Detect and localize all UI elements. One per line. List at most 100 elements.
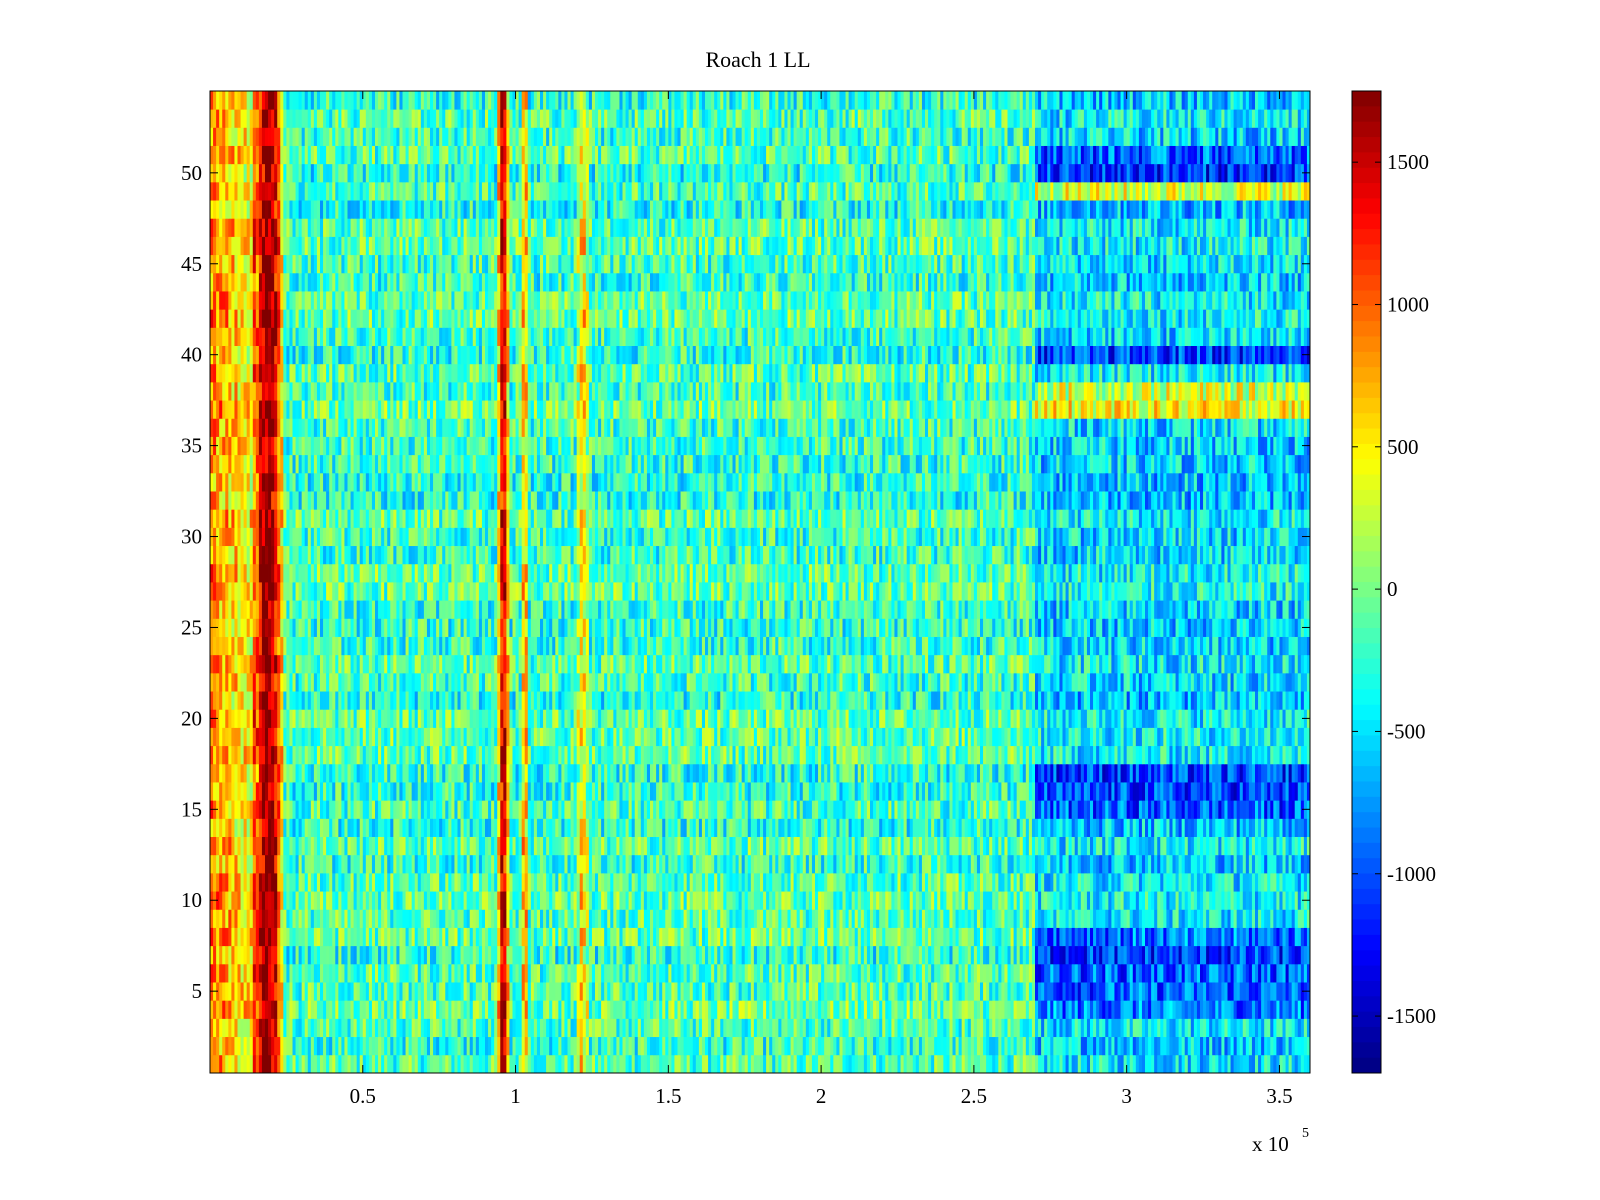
heatmap-cell bbox=[1187, 836, 1192, 856]
heatmap-cell bbox=[793, 945, 798, 965]
heatmap-cell bbox=[436, 1000, 440, 1019]
heatmap-cell bbox=[1190, 945, 1195, 965]
heatmap-cell bbox=[637, 963, 642, 983]
heatmap-cell bbox=[1135, 927, 1140, 947]
heatmap-cell bbox=[561, 927, 565, 947]
heatmap-cell bbox=[607, 982, 611, 1001]
heatmap-cell bbox=[1114, 963, 1118, 983]
heatmap-cell bbox=[405, 1000, 410, 1019]
heatmap-cell bbox=[628, 891, 633, 910]
heatmap-cell bbox=[1135, 963, 1140, 983]
heatmap-cell bbox=[414, 909, 419, 928]
heatmap-cell bbox=[585, 982, 590, 1001]
heatmap-cell bbox=[851, 891, 856, 910]
heatmap-cell bbox=[579, 1036, 584, 1056]
heatmap-cell bbox=[827, 836, 831, 856]
heatmap-cell bbox=[646, 836, 651, 856]
heatmap-cell bbox=[1258, 1054, 1262, 1074]
heatmap-cell bbox=[228, 982, 232, 1001]
heatmap-cell bbox=[781, 1018, 785, 1038]
heatmap-cell bbox=[344, 1054, 348, 1074]
heatmap-cell bbox=[585, 891, 590, 910]
heatmap-cell bbox=[258, 1054, 263, 1074]
heatmap-cell bbox=[460, 963, 465, 983]
heatmap-cell bbox=[543, 963, 547, 983]
heatmap-cell bbox=[210, 963, 214, 983]
heatmap-cell bbox=[607, 836, 611, 856]
heatmap-cell bbox=[1239, 963, 1244, 983]
heatmap-cell bbox=[821, 854, 825, 874]
heatmap-cell bbox=[1230, 982, 1235, 1001]
heatmap-cell bbox=[1001, 982, 1005, 1001]
heatmap-cell bbox=[845, 927, 850, 947]
heatmap-cell bbox=[1245, 982, 1250, 1001]
heatmap-cell bbox=[1230, 891, 1235, 910]
heatmap-cell bbox=[338, 1054, 342, 1074]
heatmap-cell bbox=[665, 945, 669, 965]
heatmap-cell bbox=[320, 909, 324, 928]
heatmap-cell bbox=[625, 927, 630, 947]
heatmap-cell bbox=[540, 982, 544, 1001]
heatmap-cell bbox=[381, 818, 385, 837]
heatmap-cell bbox=[1031, 963, 1036, 983]
heatmap-cell bbox=[359, 927, 364, 947]
heatmap-cell bbox=[943, 1036, 947, 1056]
heatmap-cell bbox=[420, 1036, 425, 1056]
heatmap-cell bbox=[1245, 909, 1250, 928]
heatmap-cell bbox=[674, 872, 678, 892]
heatmap-cell bbox=[1001, 1018, 1005, 1038]
heatmap-cell bbox=[989, 836, 993, 856]
heatmap-cell bbox=[946, 872, 950, 892]
heatmap-cell bbox=[503, 1000, 507, 1019]
heatmap-cell bbox=[1145, 945, 1149, 965]
heatmap-cell bbox=[316, 927, 321, 947]
heatmap-cell bbox=[753, 945, 758, 965]
heatmap-cell bbox=[1056, 945, 1060, 965]
heatmap-cell bbox=[1160, 836, 1164, 856]
heatmap-cell bbox=[326, 1000, 330, 1019]
heatmap-cell bbox=[595, 909, 599, 928]
heatmap-cell bbox=[634, 963, 639, 983]
heatmap-cell bbox=[839, 1000, 843, 1019]
heatmap-cell bbox=[680, 945, 685, 965]
heatmap-cell bbox=[686, 1054, 691, 1074]
heatmap-cell bbox=[619, 963, 623, 983]
heatmap-cell bbox=[320, 982, 324, 1001]
heatmap-cell bbox=[307, 909, 312, 928]
heatmap-cell bbox=[793, 872, 798, 892]
heatmap-cell bbox=[408, 1000, 413, 1019]
heatmap-cell bbox=[485, 945, 489, 965]
heatmap-cell bbox=[210, 1000, 214, 1019]
heatmap-cell bbox=[1285, 1054, 1290, 1074]
heatmap-cell bbox=[668, 927, 672, 947]
heatmap-cell bbox=[1004, 891, 1008, 910]
heatmap-cell bbox=[1010, 963, 1015, 983]
heatmap-cell bbox=[888, 909, 892, 928]
heatmap-cell bbox=[316, 982, 321, 1001]
heatmap-cell bbox=[943, 1000, 947, 1019]
heatmap-cell bbox=[705, 909, 709, 928]
heatmap-cell bbox=[1224, 1000, 1228, 1019]
heatmap-cell bbox=[430, 1000, 434, 1019]
heatmap-cell bbox=[359, 963, 364, 983]
heatmap-cell bbox=[634, 1018, 639, 1038]
heatmap-cell bbox=[866, 872, 871, 892]
heatmap-cell bbox=[295, 1036, 300, 1056]
heatmap-cell bbox=[1193, 945, 1198, 965]
heatmap-cell bbox=[426, 872, 431, 892]
heatmap-cell bbox=[1236, 945, 1241, 965]
heatmap-cell bbox=[735, 982, 740, 1001]
heatmap-cell bbox=[769, 872, 773, 892]
heatmap-cell bbox=[643, 1036, 648, 1056]
heatmap-cell bbox=[650, 1000, 654, 1019]
heatmap-cell bbox=[390, 963, 394, 983]
heatmap-cell bbox=[833, 872, 837, 892]
heatmap-cell bbox=[591, 1036, 596, 1056]
heatmap-cell bbox=[310, 909, 315, 928]
heatmap-cell bbox=[338, 836, 342, 856]
heatmap-cell bbox=[781, 1054, 785, 1074]
heatmap-cell bbox=[1294, 909, 1299, 928]
heatmap-cell bbox=[921, 982, 926, 1001]
heatmap-cell bbox=[396, 872, 400, 892]
heatmap-cell bbox=[830, 927, 834, 947]
